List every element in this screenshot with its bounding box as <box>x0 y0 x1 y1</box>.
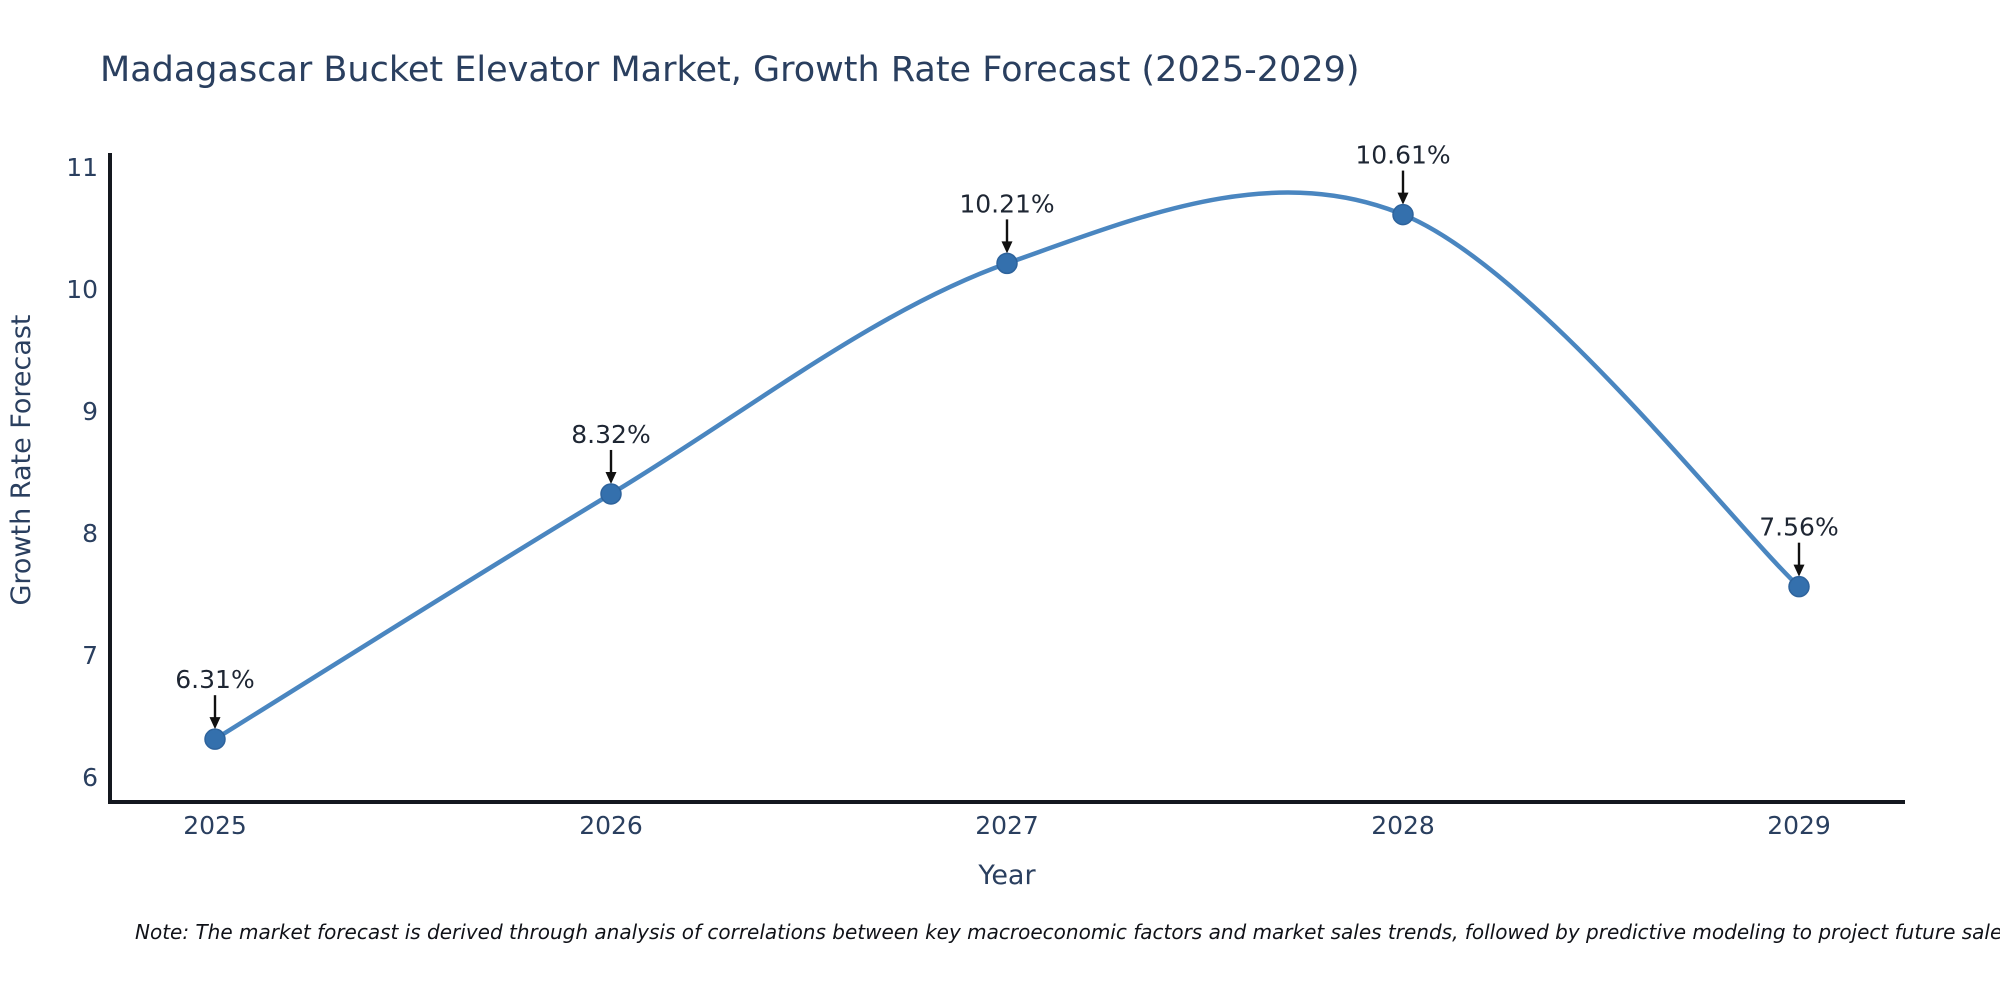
annotation-arrowhead-2025 <box>209 717 221 730</box>
x-axis-title: Year <box>977 860 1036 891</box>
annotation-arrowhead-2028 <box>1397 192 1409 205</box>
data-point-2026[interactable] <box>600 483 622 505</box>
footnote: Note: The market forecast is derived thr… <box>135 920 2000 944</box>
y-tick-label-10: 10 <box>66 275 98 304</box>
annotation-label-2027: 10.21% <box>959 189 1054 218</box>
annotation-arrowhead-2029 <box>1793 564 1805 577</box>
annotation-label-2025: 6.31% <box>175 665 254 694</box>
y-tick-label-6: 6 <box>82 763 98 792</box>
y-tick-label-11: 11 <box>66 153 98 182</box>
y-axis-title: Growth Rate Forecast <box>6 314 37 605</box>
x-tick-label-2029: 2029 <box>1767 811 1831 840</box>
annotation-arrowhead-2026 <box>605 471 617 484</box>
annotation-label-2026: 8.32% <box>571 420 650 449</box>
chart-title: Madagascar Bucket Elevator Market, Growt… <box>100 50 1360 90</box>
annotation-arrowhead-2027 <box>1001 241 1013 254</box>
x-tick-label-2027: 2027 <box>975 811 1039 840</box>
y-tick-label-8: 8 <box>82 519 98 548</box>
y-tick-label-9: 9 <box>82 397 98 426</box>
y-tick-label-7: 7 <box>82 641 98 670</box>
forecast-spline-line <box>212 190 1802 742</box>
data-point-2028[interactable] <box>1392 203 1414 226</box>
data-point-2027[interactable] <box>996 252 1018 275</box>
data-point-2029[interactable] <box>1788 575 1810 598</box>
x-tick-label-2026: 2026 <box>579 811 643 840</box>
annotation-label-2029: 7.56% <box>1759 513 1838 542</box>
x-tick-label-2025: 2025 <box>183 811 247 840</box>
x-tick-label-2028: 2028 <box>1371 811 1435 840</box>
data-point-2025[interactable] <box>204 728 226 750</box>
annotation-label-2028: 10.61% <box>1355 141 1450 170</box>
